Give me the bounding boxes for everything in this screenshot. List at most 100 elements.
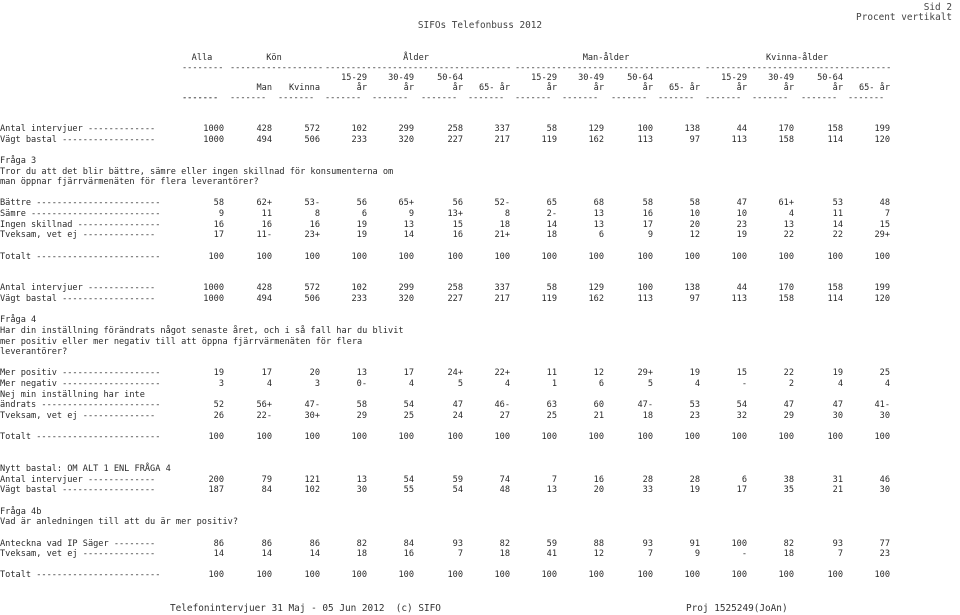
table-cell: 26 — [213, 411, 224, 421]
table-cell: 21 — [593, 411, 604, 421]
table-cell: 11- — [256, 230, 272, 240]
column-label: 30-49 — [578, 73, 604, 83]
table-cell: 28 — [642, 475, 653, 485]
table-cell: 7 — [837, 549, 843, 559]
table-cell: 100 — [684, 570, 700, 580]
table-cell: 58 — [546, 283, 557, 293]
table-cell: 4 — [837, 379, 843, 389]
table-cell: 100 — [494, 570, 510, 580]
table-cell: 233 — [351, 135, 367, 145]
table-cell: 100 — [494, 252, 510, 262]
table-cell: 25 — [403, 411, 414, 421]
table-cell: 14 — [261, 549, 272, 559]
table-cell: 48 — [499, 485, 510, 495]
table-cell: 77 — [879, 539, 890, 549]
table-cell: 572 — [304, 124, 320, 134]
column-label: år — [832, 83, 843, 93]
table-cell: 29+ — [637, 368, 653, 378]
table-cell: 100 — [588, 252, 604, 262]
row-label: Vägt bastal ------------------ — [0, 294, 156, 304]
column-group-rule: ------------------------------------ — [325, 63, 512, 73]
table-cell: 506 — [304, 135, 320, 145]
table-cell: 428 — [256, 124, 272, 134]
row-label: Mer negativ ------------------- — [0, 379, 161, 389]
column-rule: ------- — [515, 93, 552, 103]
table-cell: 86 — [309, 539, 320, 549]
table-cell: 162 — [588, 135, 604, 145]
table-cell: 494 — [256, 294, 272, 304]
table-cell: 4 — [266, 379, 272, 389]
table-cell: 100 — [637, 432, 653, 442]
table-cell: 56 — [452, 198, 463, 208]
table-cell: 100 — [398, 570, 414, 580]
table-cell: 93 — [452, 539, 463, 549]
table-cell: 19 — [736, 230, 747, 240]
column-rule: ------- — [705, 93, 742, 103]
table-cell: 10 — [689, 209, 700, 219]
table-cell: 258 — [447, 283, 463, 293]
table-cell: 100 — [827, 432, 843, 442]
table-cell: 19 — [689, 485, 700, 495]
column-group-label: Ålder — [403, 53, 429, 63]
table-cell: 14 — [309, 549, 320, 559]
table-cell: 162 — [588, 294, 604, 304]
table-cell: 14 — [832, 220, 843, 230]
table-cell: 13 — [546, 485, 557, 495]
table-cell: 572 — [304, 283, 320, 293]
table-cell: 62+ — [256, 198, 272, 208]
table-cell: 20 — [309, 368, 320, 378]
question-line: Fråga 3 — [0, 156, 37, 166]
table-cell: 30 — [879, 411, 890, 421]
table-cell: 100 — [447, 570, 463, 580]
row-label: Sämre ------------------------- — [0, 209, 161, 219]
table-cell: 16 — [452, 230, 463, 240]
table-cell: 100 — [637, 252, 653, 262]
table-cell: 8 — [504, 209, 510, 219]
footer-project: Proj 1525249(JoAn) — [686, 603, 788, 614]
column-rule: ------- — [182, 93, 219, 103]
row-label: Antal intervjuer ------------- — [0, 283, 156, 293]
question-line: leverantörer? — [0, 347, 68, 357]
column-label: 50-64 — [627, 73, 653, 83]
table-cell: 138 — [684, 283, 700, 293]
table-cell: 1000 — [203, 124, 224, 134]
table-cell: 16 — [642, 209, 653, 219]
table-cell: 16 — [309, 220, 320, 230]
table-cell: 84 — [261, 485, 272, 495]
column-label: år — [356, 83, 367, 93]
table-cell: 25 — [879, 368, 890, 378]
column-rule: ------- — [611, 93, 648, 103]
column-label: år — [403, 83, 414, 93]
table-cell: 24+ — [447, 368, 463, 378]
table-cell: 60 — [593, 400, 604, 410]
table-cell: 227 — [447, 294, 463, 304]
table-cell: 82 — [499, 539, 510, 549]
table-cell: 113 — [637, 135, 653, 145]
table-cell: 120 — [874, 135, 890, 145]
table-cell: 428 — [256, 283, 272, 293]
table-cell: 233 — [351, 294, 367, 304]
table-cell: 120 — [874, 294, 890, 304]
column-rule: ------- — [562, 93, 599, 103]
table-cell: 52 — [213, 400, 224, 410]
row-label: Totalt ------------------------ — [0, 570, 161, 580]
column-group-label: Kvinna-ålder — [765, 53, 829, 63]
table-cell: 158 — [827, 283, 843, 293]
table-cell: 16 — [403, 549, 414, 559]
table-cell: 129 — [588, 124, 604, 134]
table-cell: 9 — [647, 230, 653, 240]
table-cell: 494 — [256, 135, 272, 145]
table-cell: 7 — [457, 549, 463, 559]
row-label: Anteckna vad IP Säger -------- — [0, 539, 156, 549]
table-cell: 14 — [213, 549, 224, 559]
table-cell: 100 — [304, 252, 320, 262]
table-cell: 30+ — [304, 411, 320, 421]
column-label: år — [736, 83, 747, 93]
table-cell: 100 — [731, 252, 747, 262]
table-cell: 11 — [261, 209, 272, 219]
table-cell: 100 — [731, 432, 747, 442]
table-cell: 19 — [689, 368, 700, 378]
table-cell: 58 — [689, 198, 700, 208]
column-label: år — [783, 83, 794, 93]
table-cell: 1000 — [203, 283, 224, 293]
